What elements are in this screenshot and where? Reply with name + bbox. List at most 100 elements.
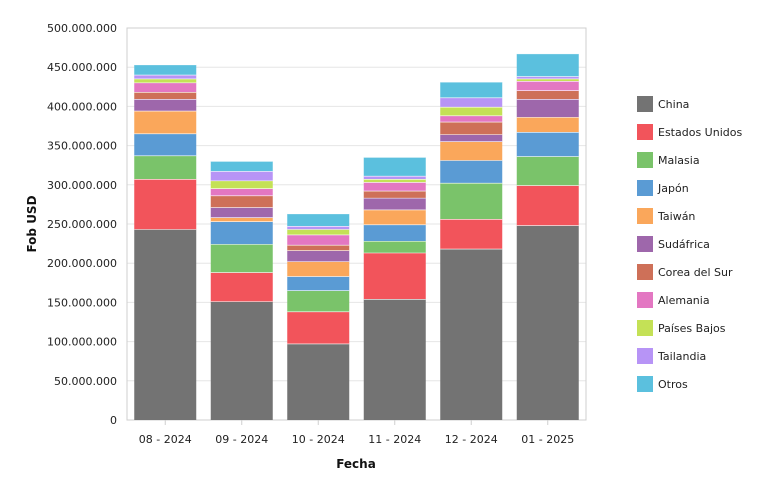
- legend-swatch: [637, 208, 653, 224]
- y-tick-label: 200.000.000: [47, 257, 117, 270]
- legend: China Estados Unidos Malasia Japón Taiwán Sud…: [637, 96, 742, 392]
- y-tick-label: 250.000.000: [47, 218, 117, 231]
- x-axis-ticks: 08 - 2024 09 - 2024 10 - 2024 11 - 2024 12 -…: [139, 420, 574, 446]
- legend-label: Países Bajos: [658, 322, 726, 335]
- bar-segment: [440, 115, 503, 123]
- bar-segment: [134, 75, 197, 79]
- y-tick-label: 50.000.000: [54, 375, 117, 388]
- legend-swatch: [637, 180, 653, 196]
- x-tick-label: 12 - 2024: [445, 433, 498, 446]
- legend-label: Japón: [657, 182, 689, 195]
- bar-segment: [134, 133, 197, 156]
- bar-segment: [363, 241, 426, 254]
- bar-segment: [440, 141, 503, 161]
- legend-swatch: [637, 348, 653, 364]
- bar-segment: [287, 234, 350, 246]
- bar-segment: [287, 226, 350, 230]
- bar-segment: [210, 207, 273, 218]
- bar-segment: [363, 157, 426, 177]
- bar-segment: [210, 180, 273, 189]
- bar-segment: [516, 225, 579, 420]
- legend-swatch: [637, 264, 653, 280]
- x-tick-label: 09 - 2024: [215, 433, 268, 446]
- bar-segment: [363, 176, 426, 180]
- legend-swatch: [637, 236, 653, 252]
- bar-segment: [363, 224, 426, 242]
- bar-segment: [134, 82, 197, 93]
- bar-segment: [210, 217, 273, 222]
- legend-label: Otros: [658, 378, 688, 391]
- bars-group: [134, 53, 579, 420]
- bar-segment: [134, 111, 197, 134]
- bar-segment: [516, 53, 579, 77]
- legend-label: Taiwán: [657, 210, 695, 223]
- legend-swatch: [637, 292, 653, 308]
- bar-segment: [134, 92, 197, 100]
- bar-segment: [287, 250, 350, 262]
- bar-segment: [516, 185, 579, 226]
- legend-label: Corea del Sur: [658, 266, 733, 279]
- y-tick-label: 0: [110, 414, 117, 427]
- bar-segment: [363, 253, 426, 300]
- bar-segment: [440, 249, 503, 420]
- bar-segment: [363, 198, 426, 210]
- bar-segment: [287, 229, 350, 235]
- bar-segment: [134, 78, 197, 83]
- bar-segment: [516, 90, 579, 100]
- bar-segment: [516, 117, 579, 133]
- bar-segment: [516, 81, 579, 91]
- y-tick-label: 500.000.000: [47, 22, 117, 35]
- legend-swatch: [637, 96, 653, 112]
- bar-segment: [440, 82, 503, 98]
- y-tick-label: 300.000.000: [47, 179, 117, 192]
- bar-segment: [287, 213, 350, 227]
- x-tick-label: 01 - 2025: [521, 433, 574, 446]
- legend-swatch: [637, 152, 653, 168]
- bar-segment: [440, 122, 503, 135]
- bar-segment: [210, 221, 273, 245]
- x-axis-title: Fecha: [336, 457, 376, 471]
- bar-segment: [134, 64, 197, 76]
- bar-segment: [210, 161, 273, 172]
- y-tick-label: 450.000.000: [47, 61, 117, 74]
- bar-segment: [210, 244, 273, 273]
- bar-segment: [516, 156, 579, 186]
- bar-segment: [363, 191, 426, 199]
- legend-swatch: [637, 124, 653, 140]
- x-tick-label: 11 - 2024: [368, 433, 421, 446]
- bar-segment: [363, 209, 426, 225]
- y-tick-label: 100.000.000: [47, 336, 117, 349]
- legend-label: Tailandia: [657, 350, 706, 363]
- bar-segment: [363, 299, 426, 420]
- bar-segment: [516, 99, 579, 118]
- bar-segment: [210, 195, 273, 208]
- legend-label: Alemania: [658, 294, 710, 307]
- y-axis-ticks: 0 50.000.000 100.000.000 150.000.000 200.000…: [47, 22, 117, 427]
- bar-segment: [363, 182, 426, 192]
- y-tick-label: 150.000.000: [47, 296, 117, 309]
- bar-segment: [210, 272, 273, 302]
- bar-segment: [440, 219, 503, 250]
- bar-segment: [440, 97, 503, 108]
- y-tick-label: 400.000.000: [47, 100, 117, 113]
- legend-label: Estados Unidos: [658, 126, 742, 139]
- bar-segment: [287, 311, 350, 344]
- bar-segment: [363, 179, 426, 183]
- bar-segment: [440, 183, 503, 220]
- bar-segment: [134, 229, 197, 420]
- bar-segment: [440, 134, 503, 142]
- bar-segment: [210, 188, 273, 196]
- legend-swatch: [637, 320, 653, 336]
- y-axis-title: Fob USD: [25, 195, 39, 252]
- bar-segment: [440, 160, 503, 184]
- y-tick-label: 350.000.000: [47, 140, 117, 153]
- bar-segment: [516, 132, 579, 157]
- bar-segment: [287, 245, 350, 251]
- bar-segment: [287, 290, 350, 312]
- bar-segment: [210, 301, 273, 420]
- bar-segment: [516, 78, 579, 82]
- legend-label: Malasia: [658, 154, 700, 167]
- x-tick-label: 10 - 2024: [292, 433, 345, 446]
- bar-segment: [287, 343, 350, 420]
